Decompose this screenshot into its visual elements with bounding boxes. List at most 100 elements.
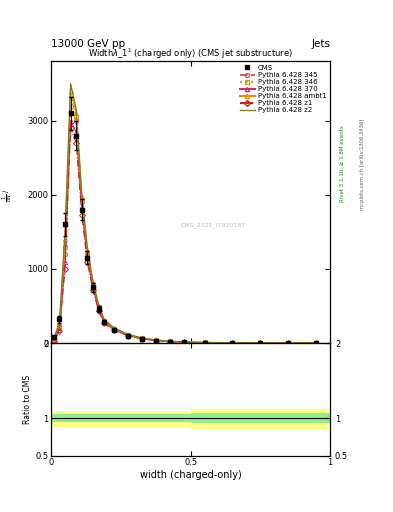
Pythia 6.428 346: [79, 197, 84, 203]
Pythia 6.428 z1: [57, 328, 62, 334]
Pythia 6.428 345: [79, 199, 84, 205]
Pythia 6.428 ambt1: [153, 337, 158, 343]
Pythia 6.428 370: [85, 255, 90, 261]
Text: 13000 GeV pp: 13000 GeV pp: [51, 38, 125, 49]
Pythia 6.428 345: [286, 340, 291, 346]
Pythia 6.428 ambt1: [258, 340, 263, 346]
Pythia 6.428 370: [51, 337, 56, 344]
Pythia 6.428 346: [85, 249, 90, 255]
Pythia 6.428 ambt1: [79, 194, 84, 200]
Pythia 6.428 z2: [314, 340, 318, 346]
Pythia 6.428 z2: [79, 191, 84, 197]
Pythia 6.428 ambt1: [68, 88, 73, 94]
Pythia 6.428 ambt1: [85, 247, 90, 253]
Pythia 6.428 346: [68, 95, 73, 101]
Pythia 6.428 z1: [202, 339, 207, 346]
Pythia 6.428 z2: [258, 340, 263, 346]
Pythia 6.428 346: [167, 338, 172, 345]
Pythia 6.428 370: [202, 339, 207, 346]
Pythia 6.428 370: [230, 340, 235, 346]
Pythia 6.428 ambt1: [181, 339, 186, 345]
Pythia 6.428 z2: [51, 335, 56, 342]
Pythia 6.428 ambt1: [63, 236, 68, 242]
Pythia 6.428 370: [167, 338, 172, 345]
Text: CMS_2021_I1920187: CMS_2021_I1920187: [180, 222, 245, 228]
Pythia 6.428 ambt1: [140, 335, 144, 341]
Pythia 6.428 370: [57, 327, 62, 333]
Pythia 6.428 ambt1: [125, 331, 130, 337]
Pythia 6.428 ambt1: [286, 340, 291, 346]
Pythia 6.428 370: [112, 327, 116, 333]
Line: Pythia 6.428 z1: Pythia 6.428 z1: [52, 126, 318, 345]
Pythia 6.428 346: [57, 323, 62, 329]
Pythia 6.428 z2: [112, 325, 116, 331]
Pythia 6.428 z2: [167, 338, 172, 344]
Pythia 6.428 346: [91, 281, 95, 287]
Pythia 6.428 ambt1: [112, 325, 116, 331]
Pythia 6.428 346: [63, 244, 68, 250]
Pythia 6.428 z1: [85, 259, 90, 265]
Pythia 6.428 345: [102, 318, 107, 324]
Pythia 6.428 z1: [230, 340, 235, 346]
Pythia 6.428 z2: [68, 80, 73, 87]
Pythia 6.428 370: [314, 340, 318, 346]
Pythia 6.428 ambt1: [96, 303, 101, 309]
Pythia 6.428 346: [102, 318, 107, 324]
Pythia 6.428 346: [112, 326, 116, 332]
Line: Pythia 6.428 ambt1: Pythia 6.428 ambt1: [52, 89, 318, 345]
Y-axis label: Ratio to CMS: Ratio to CMS: [24, 375, 32, 424]
Pythia 6.428 z1: [91, 287, 95, 293]
Pythia 6.428 ambt1: [74, 110, 79, 116]
Pythia 6.428 345: [153, 337, 158, 344]
Pythia 6.428 z2: [57, 319, 62, 325]
Pythia 6.428 345: [202, 339, 207, 346]
Line: Pythia 6.428 346: Pythia 6.428 346: [52, 96, 318, 345]
Pythia 6.428 z1: [140, 336, 144, 342]
Pythia 6.428 ambt1: [314, 340, 318, 346]
Pythia 6.428 345: [314, 340, 318, 346]
Pythia 6.428 z2: [91, 278, 95, 284]
Pythia 6.428 345: [112, 326, 116, 332]
Pythia 6.428 z2: [286, 340, 291, 346]
Pythia 6.428 370: [63, 259, 68, 265]
Pythia 6.428 z2: [230, 339, 235, 346]
Pythia 6.428 ambt1: [230, 340, 235, 346]
Pythia 6.428 ambt1: [202, 339, 207, 346]
Pythia 6.428 z2: [74, 106, 79, 113]
Text: Rivet 3.1.10, ≥ 1.8M events: Rivet 3.1.10, ≥ 1.8M events: [340, 125, 345, 202]
Pythia 6.428 370: [96, 306, 101, 312]
Pythia 6.428 z2: [102, 316, 107, 323]
Pythia 6.428 z1: [112, 327, 116, 333]
Pythia 6.428 346: [125, 332, 130, 338]
Pythia 6.428 z2: [96, 302, 101, 308]
Title: Width$\lambda$_1$^1$ (charged only) (CMS jet substructure): Width$\lambda$_1$^1$ (charged only) (CMS…: [88, 47, 293, 61]
Pythia 6.428 345: [96, 305, 101, 311]
Pythia 6.428 z2: [63, 229, 68, 235]
Pythia 6.428 ambt1: [51, 336, 56, 342]
Line: Pythia 6.428 z2: Pythia 6.428 z2: [54, 83, 316, 343]
Pythia 6.428 z1: [102, 321, 107, 327]
Text: $\frac{1}{\mathrm{d}N}$ /: $\frac{1}{\mathrm{d}N}$ /: [1, 187, 15, 202]
Pythia 6.428 346: [314, 340, 318, 346]
Pythia 6.428 370: [258, 340, 263, 346]
Pythia 6.428 346: [181, 339, 186, 345]
Pythia 6.428 345: [74, 118, 79, 124]
Pythia 6.428 346: [74, 114, 79, 120]
Pythia 6.428 z2: [153, 337, 158, 343]
Pythia 6.428 345: [125, 332, 130, 338]
Pythia 6.428 346: [202, 339, 207, 346]
Pythia 6.428 345: [63, 251, 68, 257]
Pythia 6.428 346: [230, 340, 235, 346]
Pythia 6.428 ambt1: [91, 280, 95, 286]
Pythia 6.428 z1: [167, 338, 172, 345]
Pythia 6.428 345: [91, 282, 95, 288]
Pythia 6.428 370: [125, 332, 130, 338]
Pythia 6.428 z2: [202, 339, 207, 346]
Pythia 6.428 345: [68, 103, 73, 109]
Pythia 6.428 346: [51, 336, 56, 343]
Pythia 6.428 z2: [85, 245, 90, 251]
Pythia 6.428 370: [79, 205, 84, 211]
Pythia 6.428 370: [102, 319, 107, 325]
Pythia 6.428 370: [181, 339, 186, 345]
Pythia 6.428 346: [286, 340, 291, 346]
